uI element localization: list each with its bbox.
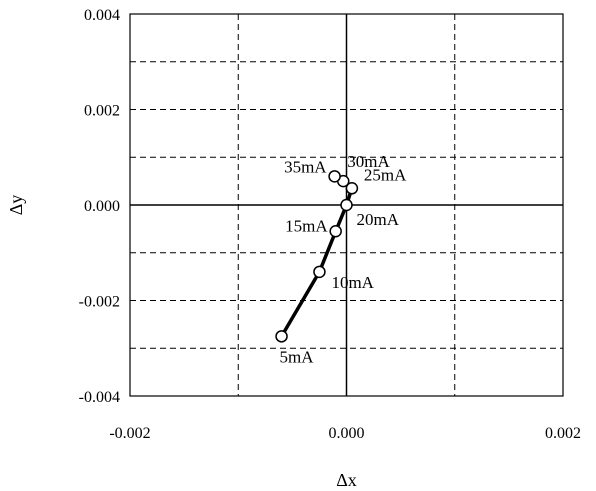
data-point-label: 20mA (357, 210, 400, 229)
data-point-marker (340, 198, 353, 212)
x-tick-label: -0.002 (109, 425, 150, 442)
data-point-label: 25mA (364, 165, 407, 184)
series-line (280, 174, 354, 338)
x-tick-label: 0.002 (545, 425, 581, 442)
data-point-marker (345, 182, 359, 195)
data-point-marker (328, 170, 341, 183)
x-axis-title: Δx (336, 470, 357, 490)
y-axis-title: Δy (6, 195, 26, 216)
data-point-label: 30mA (347, 152, 390, 171)
y-tick-label: 0.000 (84, 198, 120, 215)
y-tick-label: 0.004 (84, 7, 120, 24)
data-point-label: 10mA (331, 273, 374, 292)
data-point-label: 15mA (285, 216, 328, 235)
y-tick-label: -0.002 (79, 294, 120, 311)
series-markers (275, 170, 359, 343)
y-tick-label: -0.004 (79, 389, 120, 406)
data-point-label: 5mA (280, 347, 315, 366)
data-point-marker (275, 330, 288, 343)
data-point-marker (313, 265, 326, 279)
data-point-label: 35mA (284, 157, 327, 176)
data-point-marker (329, 225, 342, 238)
x-tick-label: 0.000 (329, 425, 365, 442)
plot-frame (129, 13, 564, 397)
tick-labels: -0.002 0.000 0.002 0.004 0.002 0.000 -0.002 -0.… (79, 7, 581, 442)
y-tick-label: 0.002 (84, 103, 120, 120)
